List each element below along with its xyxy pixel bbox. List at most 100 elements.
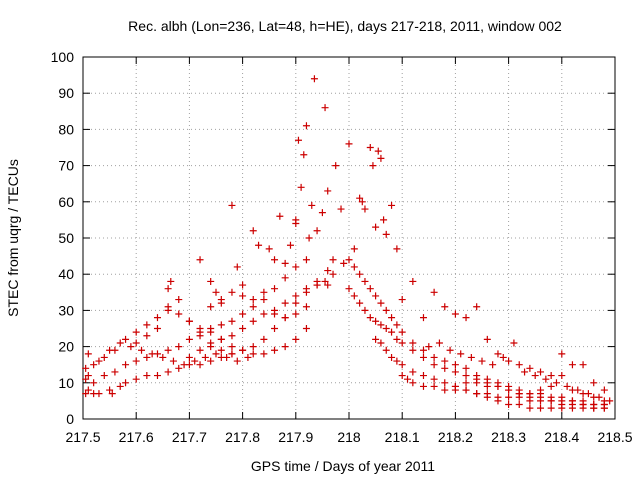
data-point: [164, 368, 172, 376]
y-tick-label: 50: [58, 230, 74, 246]
data-point: [563, 382, 571, 390]
data-point: [286, 241, 294, 249]
y-tick-label: 0: [66, 411, 74, 427]
data-point: [84, 372, 92, 380]
data-point: [191, 357, 199, 365]
data-point: [313, 281, 321, 289]
data-point: [233, 263, 241, 271]
data-point: [419, 314, 427, 322]
data-point: [116, 382, 124, 390]
data-point: [430, 375, 438, 383]
data-point: [579, 390, 587, 398]
data-point: [361, 306, 369, 314]
data-point: [175, 364, 183, 372]
data-point: [568, 401, 576, 409]
data-point: [196, 361, 204, 369]
data-point: [505, 357, 513, 365]
data-point: [175, 296, 183, 304]
data-point: [292, 335, 300, 343]
data-point: [372, 317, 380, 325]
data-point: [239, 292, 247, 300]
x-tick-label: 218.4: [544, 429, 579, 445]
data-point: [340, 259, 348, 267]
data-point: [260, 350, 268, 358]
y-tick-label: 20: [58, 339, 74, 355]
data-point: [409, 368, 417, 376]
data-point: [505, 401, 513, 409]
data-point: [82, 375, 90, 383]
data-point: [558, 372, 566, 380]
data-point: [531, 372, 539, 380]
data-point: [388, 314, 396, 322]
data-point: [132, 375, 140, 383]
data-point: [398, 328, 406, 336]
data-point: [217, 321, 225, 329]
data-point: [505, 393, 513, 401]
data-point: [537, 404, 545, 412]
data-point: [483, 390, 491, 398]
data-point: [366, 314, 374, 322]
data-point: [207, 343, 215, 351]
x-axis-label: GPS time / Days of year 2011: [251, 458, 435, 474]
data-point: [451, 361, 459, 369]
data-point: [260, 335, 268, 343]
data-point: [324, 187, 332, 195]
data-point: [494, 393, 502, 401]
data-point: [228, 350, 236, 358]
data-point: [462, 314, 470, 322]
data-point: [302, 285, 310, 293]
x-tick-label: 218: [337, 429, 361, 445]
data-point: [260, 310, 268, 318]
data-point: [579, 361, 587, 369]
data-point: [249, 343, 257, 351]
data-point: [106, 386, 114, 394]
data-point: [393, 357, 401, 365]
data-point: [483, 382, 491, 390]
data-point: [393, 321, 401, 329]
data-point: [228, 343, 236, 351]
data-point: [473, 372, 481, 380]
data-point: [350, 292, 358, 300]
data-point: [292, 299, 300, 307]
data-point: [409, 379, 417, 387]
data-point: [321, 104, 329, 112]
x-tick-label: 217.6: [119, 429, 154, 445]
data-point: [568, 361, 576, 369]
data-point: [294, 136, 302, 144]
data-point: [441, 386, 449, 394]
data-point: [82, 390, 90, 398]
data-point: [212, 288, 220, 296]
data-point: [276, 212, 284, 220]
data-point: [398, 296, 406, 304]
data-point: [239, 310, 247, 318]
data-point: [153, 314, 161, 322]
data-point: [305, 234, 313, 242]
data-point: [260, 288, 268, 296]
data-point: [329, 256, 337, 264]
x-tick-label: 217.7: [172, 429, 207, 445]
data-point: [382, 230, 390, 238]
data-point: [494, 382, 502, 390]
data-point: [143, 353, 151, 361]
data-point: [132, 339, 140, 347]
data-point: [185, 335, 193, 343]
data-point: [366, 144, 374, 151]
grid: [83, 57, 615, 419]
data-point: [271, 285, 279, 293]
data-point: [483, 335, 491, 343]
x-tick-label: 218.3: [491, 429, 526, 445]
data-point: [249, 303, 257, 311]
data-point: [244, 353, 252, 361]
data-point: [377, 339, 385, 347]
data-point: [590, 393, 598, 401]
data-point: [321, 277, 329, 285]
data-point: [217, 299, 225, 307]
data-point: [547, 382, 555, 390]
x-tick-label: 217.5: [65, 429, 100, 445]
data-point: [388, 201, 396, 209]
data-point: [239, 325, 247, 332]
data-point: [212, 350, 220, 358]
data-point: [223, 353, 231, 361]
data-point: [356, 194, 364, 202]
y-tick-label: 40: [58, 266, 74, 282]
